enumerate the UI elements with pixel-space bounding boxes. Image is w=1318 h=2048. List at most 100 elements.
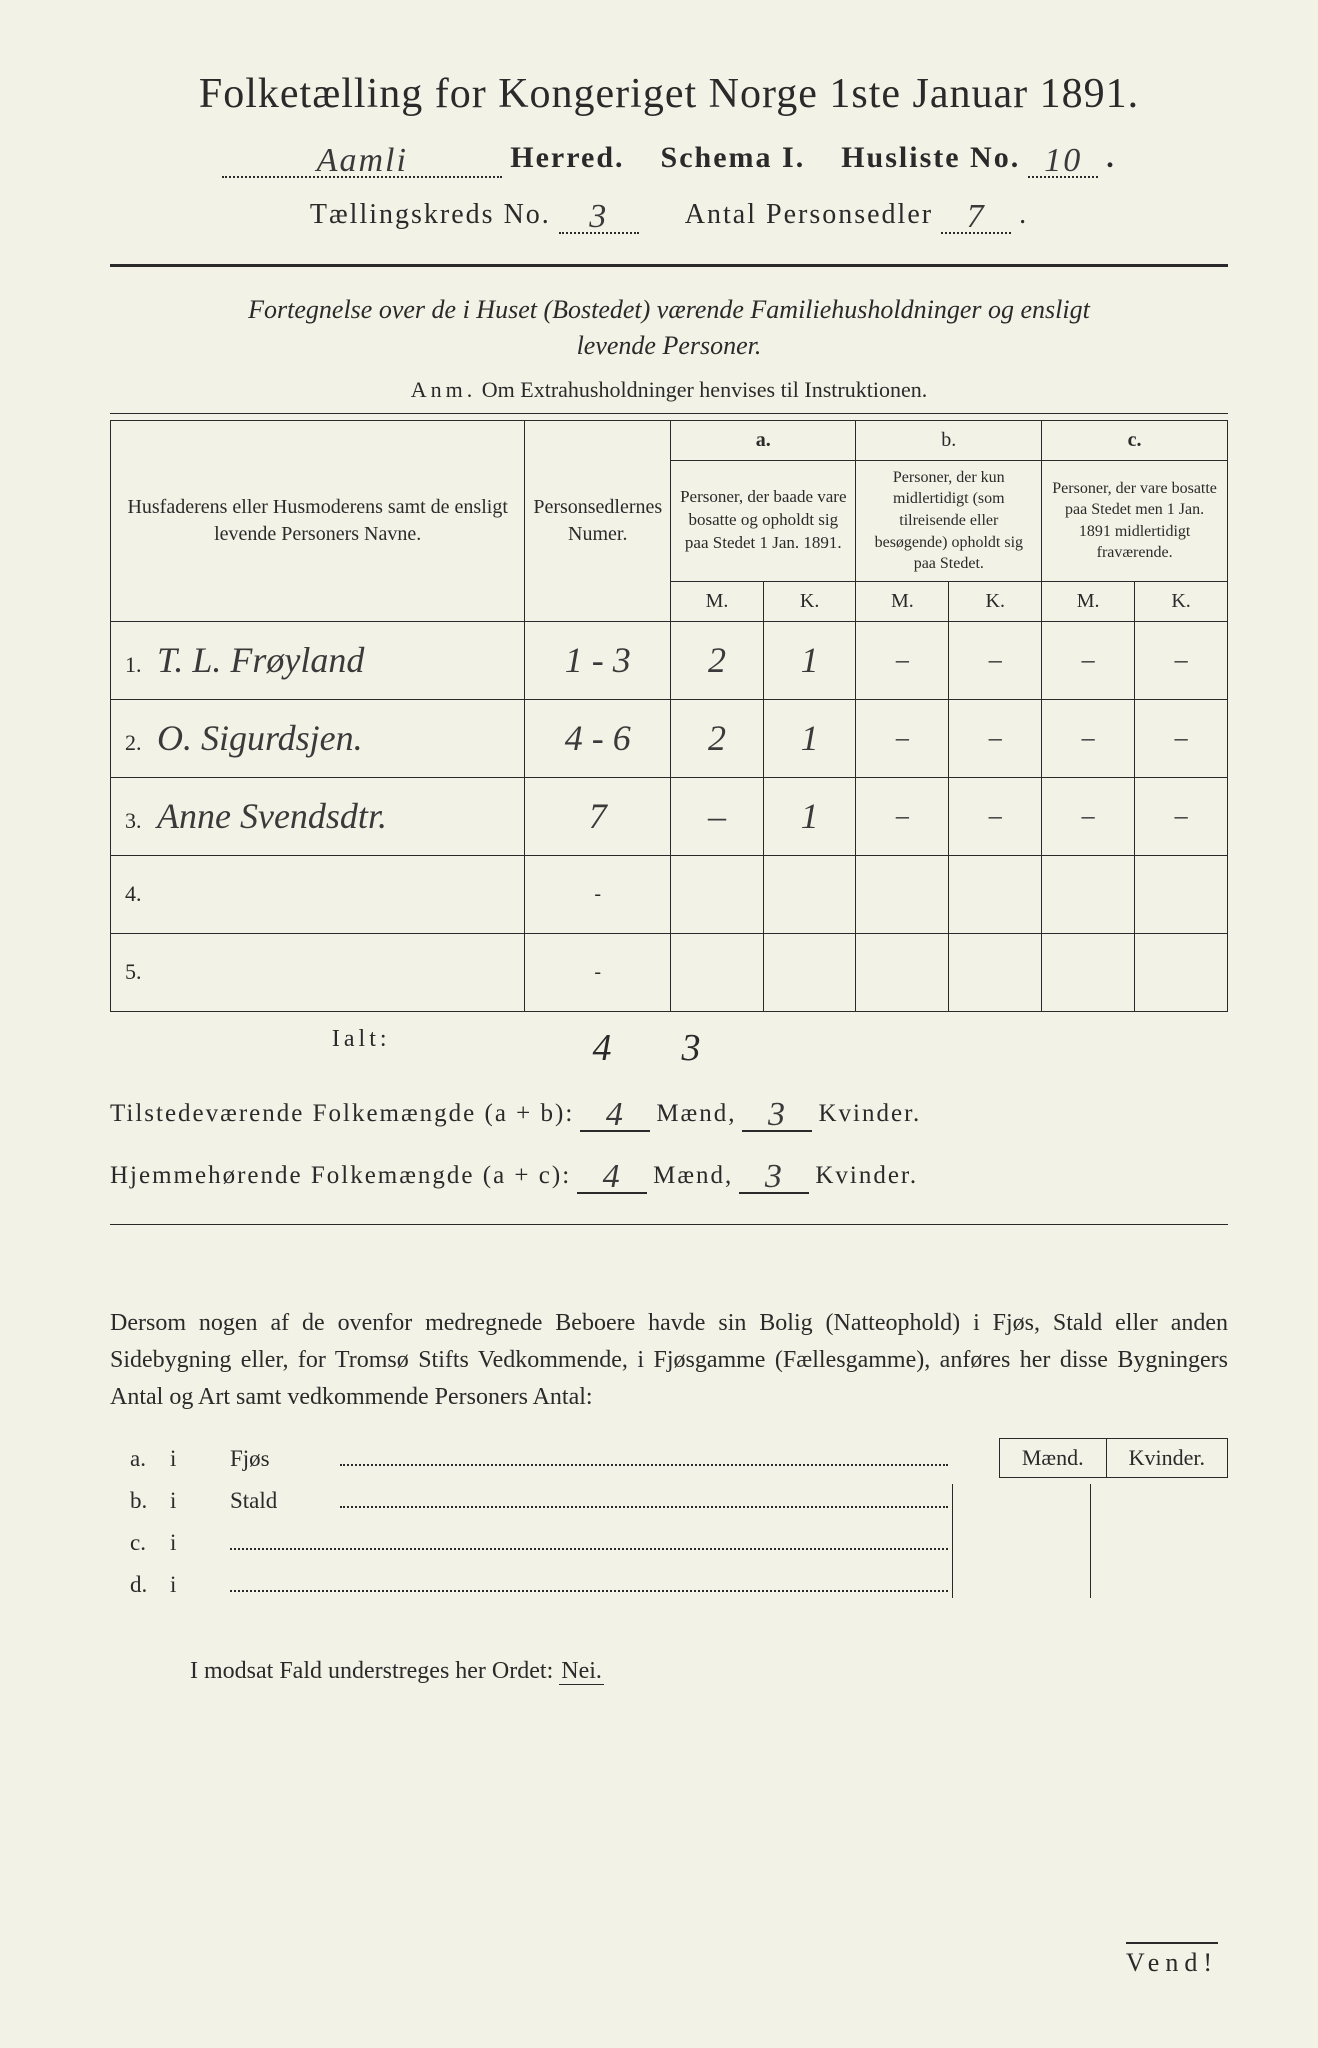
group-c-label: c.: [1042, 420, 1228, 460]
row-seq: -: [594, 883, 601, 905]
col-header-number: Personsedlernes Numer.: [525, 420, 671, 621]
summary-label-2: Hjemmehørende Folkemængde (a + c):: [110, 1162, 571, 1190]
kvinder-header: Kvinder.: [1106, 1438, 1228, 1478]
sb-a: a.: [110, 1446, 170, 1472]
col-c-k: K.: [1135, 581, 1228, 621]
row-seq: 7: [589, 796, 607, 836]
col-a-k: K.: [763, 581, 856, 621]
summary-line-1: Tilstedeværende Folkemængde (a + b): 4 M…: [110, 1092, 1228, 1132]
group-b-label: b.: [856, 420, 1042, 460]
row-num: 3.: [125, 808, 151, 834]
cell: –: [896, 801, 909, 830]
dotted-line: [230, 1578, 948, 1592]
row-name: Anne Svendsdtr.: [157, 796, 387, 836]
row-num: 4.: [125, 881, 151, 907]
subtitle-block: Fortegnelse over de i Huset (Bostedet) v…: [110, 292, 1228, 365]
dotted-line: [340, 1452, 948, 1466]
ialt-m: 4: [592, 1026, 611, 1070]
antal-value: 7: [967, 198, 986, 235]
summary-line-2: Hjemmehørende Folkemængde (a + c): 4 Mæn…: [110, 1154, 1228, 1194]
divider-thin: [110, 413, 1228, 414]
cell: –: [989, 801, 1002, 830]
modsat-text: I modsat Fald understreges her Ordet:: [190, 1658, 553, 1684]
col-a-m: M.: [671, 581, 764, 621]
row-num: 5.: [125, 959, 151, 985]
col-header-name: Husfaderens eller Husmoderens samt de en…: [111, 420, 525, 621]
sb-i: i: [170, 1446, 230, 1472]
modsat-line: I modsat Fald understreges her Ordet: Ne…: [110, 1658, 1228, 1685]
nei-word: Nei.: [559, 1658, 604, 1685]
cell: 1: [801, 640, 819, 680]
summary-2-k: 3: [765, 1158, 784, 1195]
subtitle-line2: levende Personer.: [110, 328, 1228, 364]
col-c-m: M.: [1042, 581, 1135, 621]
cell: –: [1082, 723, 1095, 752]
husliste-label: Husliste No.: [841, 141, 1020, 175]
maend-label: Mænd,: [653, 1162, 733, 1190]
maend-label: Mænd,: [656, 1100, 736, 1128]
census-table-body: 1. T. L. Frøyland 1 - 3 2 1 – – – – 2. O…: [111, 621, 1228, 1011]
herred-label: Herred.: [510, 141, 624, 175]
cell: –: [896, 645, 909, 674]
sb-text: Fjøs: [230, 1446, 340, 1472]
sb-i: i: [170, 1488, 230, 1514]
maend-header: Mænd.: [999, 1438, 1106, 1478]
census-form-page: Folketælling for Kongeriget Norge 1ste J…: [0, 0, 1318, 2048]
side-building-block: Mænd. Kvinder. a. i Fjøs b. i Stald c. i…: [110, 1446, 1228, 1598]
ialt-k: 3: [681, 1026, 700, 1070]
header-line-1: Aamli Herred. Schema I. Husliste No. 10 …: [110, 138, 1228, 178]
anm-text: Om Extrahusholdninger henvises til Instr…: [482, 377, 927, 402]
table-row: 1. T. L. Frøyland 1 - 3 2 1 – – – –: [111, 621, 1228, 699]
table-row: 3. Anne Svendsdtr. 7 – 1 – – – –: [111, 777, 1228, 855]
divider-thin: [110, 1224, 1228, 1225]
cell: 1: [801, 718, 819, 758]
cell: 2: [708, 640, 726, 680]
ialt-label: Ialt:: [110, 1026, 512, 1070]
cell: –: [1175, 723, 1188, 752]
subtitle-line1: Fortegnelse over de i Huset (Bostedet) v…: [110, 292, 1228, 328]
row-num: 2.: [125, 730, 151, 756]
summary-2-m: 4: [603, 1158, 622, 1195]
anm-label: Anm.: [411, 377, 477, 402]
dotted-line: [340, 1494, 948, 1508]
cell: 1: [801, 796, 819, 836]
group-b-text: Personer, der kun midlertidigt (som tilr…: [856, 460, 1042, 581]
row-num: 1.: [125, 652, 151, 678]
mk-columns: [952, 1484, 1228, 1598]
side-building-paragraph: Dersom nogen af de ovenfor medregnede Be…: [110, 1305, 1228, 1417]
dotted-line: [230, 1536, 948, 1550]
divider: [110, 264, 1228, 267]
cell: –: [1082, 645, 1095, 674]
kreds-value: 3: [589, 198, 608, 235]
cell: –: [708, 796, 726, 836]
ialt-row: Ialt: 4 3: [110, 1026, 1228, 1070]
row-seq: -: [594, 961, 601, 983]
page-title: Folketælling for Kongeriget Norge 1ste J…: [110, 70, 1228, 118]
cell: –: [896, 723, 909, 752]
summary-label-1: Tilstedeværende Folkemængde (a + b):: [110, 1100, 574, 1128]
cell: 2: [708, 718, 726, 758]
sb-a: b.: [110, 1488, 170, 1514]
sb-i: i: [170, 1572, 230, 1598]
row-seq: 4 - 6: [565, 718, 631, 758]
table-row: 2. O. Sigurdsjen. 4 - 6 2 1 – – – –: [111, 699, 1228, 777]
anm-line: Anm. Om Extrahusholdninger henvises til …: [110, 377, 1228, 403]
sb-text: Stald: [230, 1488, 340, 1514]
row-seq: 1 - 3: [565, 640, 631, 680]
herred-value: Aamli: [317, 142, 408, 179]
table-row: 4. -: [111, 855, 1228, 933]
antal-label: Antal Personsedler: [685, 199, 933, 231]
census-table: Husfaderens eller Husmoderens samt de en…: [110, 420, 1228, 1012]
col-b-m: M.: [856, 581, 949, 621]
table-row: 5. -: [111, 933, 1228, 1011]
group-c-text: Personer, der vare bosatte paa Stedet me…: [1042, 460, 1228, 581]
group-a-text: Personer, der baade vare bosatte og opho…: [671, 460, 856, 581]
cell: –: [989, 723, 1002, 752]
cell: –: [989, 645, 1002, 674]
row-name: T. L. Frøyland: [157, 640, 364, 680]
kvinder-label: Kvinder.: [818, 1100, 921, 1128]
cell: –: [1175, 801, 1188, 830]
row-name: O. Sigurdsjen.: [157, 718, 363, 758]
kvinder-label: Kvinder.: [815, 1162, 918, 1190]
cell: –: [1175, 645, 1188, 674]
